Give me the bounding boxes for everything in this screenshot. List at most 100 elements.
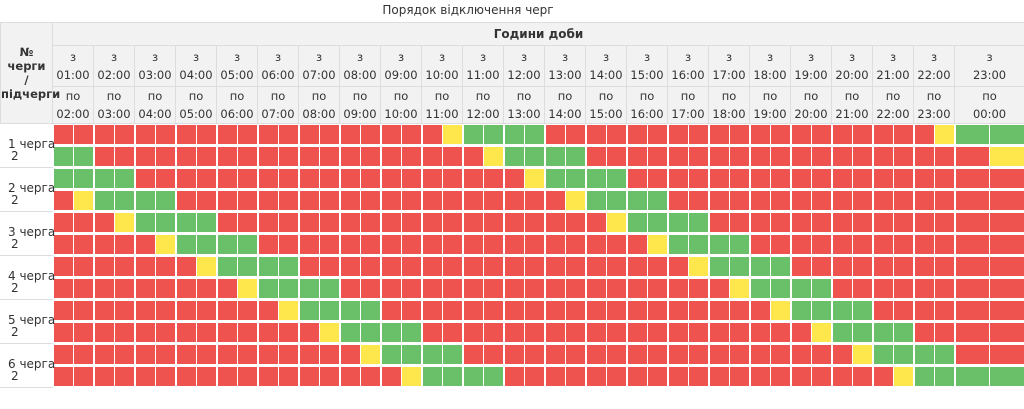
half-hour-cell [688,124,709,146]
half-hour-cell [934,168,955,189]
half-hour-cell [585,366,607,387]
half-hour-cell [770,278,791,299]
half-hour-cell [954,322,991,343]
from-prefix: з [684,50,692,64]
half-hour-cell [626,190,648,211]
half-hour-cell [585,168,607,189]
half-hour-cell [954,124,991,146]
hour-slot [626,168,668,190]
half-hour-cell [872,146,894,168]
hour-slot [53,146,94,168]
hour-slot [626,366,668,388]
hour-slot [462,146,504,168]
half-hour-cell [421,124,443,146]
half-hour-cell [708,278,730,299]
half-hour-cell [421,278,443,299]
half-hour-cell [462,344,484,365]
half-hour-cell [729,124,750,146]
hour-slot [831,344,873,366]
to-prefix: по [721,89,737,103]
half-hour-cell [831,300,853,321]
hour-slot [872,256,914,278]
hour-slot [462,212,504,234]
hour-slot [708,190,750,212]
to-prefix: по [639,89,655,103]
to-prefix: по [270,89,286,103]
half-hour-cell [319,300,340,321]
hour-slot [175,212,217,234]
half-hour-cell [667,322,689,343]
hour-slot [954,300,1024,322]
half-hour-cell [442,124,463,146]
half-hour-cell [606,124,627,146]
half-hour-cell [73,322,94,343]
hour-slot [913,322,955,344]
hour-slot [298,212,340,234]
half-hour-cell [647,234,668,255]
hour-slot [503,234,545,256]
hour-to-header: по 06:00 [216,86,258,124]
half-hour-cell [606,146,627,168]
hour-to-header: по 10:00 [380,86,422,124]
half-hour-cell [257,344,279,365]
half-hour-cell [708,366,730,387]
hour-to-header: по 12:00 [462,86,504,124]
hour-slot [831,212,873,234]
hour-from-header: з 05:00 [216,45,258,87]
queue-name: 1 черга [8,137,56,151]
hour-slot [872,278,914,300]
half-hour-cell [237,278,258,299]
to-prefix: по [106,89,122,103]
half-hour-cell [401,190,422,211]
half-hour-cell [831,190,853,211]
hour-slot [298,124,340,146]
half-hour-cell [749,212,771,233]
half-hour-cell [544,146,566,168]
hour-slot [53,256,94,278]
half-hour-cell [73,212,94,233]
hour-slot [585,366,627,388]
hour-slot [339,212,381,234]
to-prefix: по [982,89,997,103]
half-hour-cell [708,190,730,211]
half-hour-cell [811,300,832,321]
to-time: 16:00 [630,107,664,121]
half-hour-cell [893,300,914,321]
hour-to-header: по 16:00 [626,86,668,124]
hour-slot [257,234,299,256]
hour-slot [790,168,832,190]
half-hour-cell [647,256,668,277]
half-hour-cell [73,146,94,168]
half-hour-cell [790,322,812,343]
half-hour-cell [360,322,381,343]
half-hour-cell [503,124,525,146]
half-hour-cell [421,366,443,387]
half-hour-cell [872,300,894,321]
hour-slot [954,366,1024,388]
half-hour-cell [934,146,955,168]
half-hour-cell [196,344,217,365]
hour-slot [790,212,832,234]
half-hour-cell [954,146,991,168]
hour-slot [831,234,873,256]
from-time: 12:00 [507,68,541,82]
hour-slot [954,168,1024,190]
half-hour-cell [565,234,586,255]
from-time: 11:00 [466,68,500,82]
hour-slot [544,366,586,388]
half-hour-cell [544,124,566,146]
hour-slot [421,146,463,168]
hour-slot [339,234,381,256]
half-hour-cell [114,212,135,233]
hour-slot [298,366,340,388]
hour-to-header: по 14:00 [544,86,586,124]
half-hour-cell [401,168,422,189]
half-hour-cell [831,278,853,299]
half-hour-cell [442,190,463,211]
half-hour-cell [770,256,791,277]
half-hour-cell [483,168,504,189]
hour-slot [667,190,709,212]
half-hour-cell [647,146,668,168]
half-hour-cell [990,212,1024,233]
hour-from-header: з 17:00 [708,45,750,87]
